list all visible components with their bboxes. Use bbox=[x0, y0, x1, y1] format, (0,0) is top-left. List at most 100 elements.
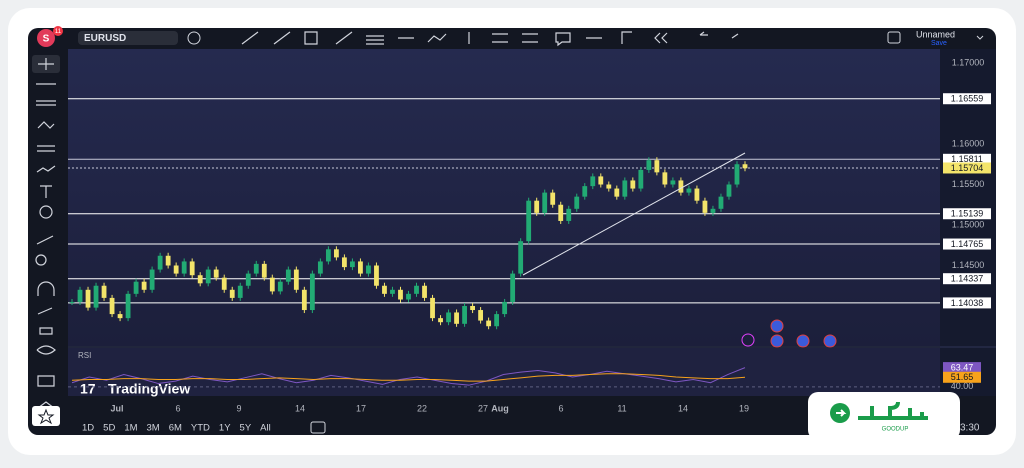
candle bbox=[333, 249, 339, 258]
candle bbox=[550, 192, 556, 205]
candle bbox=[261, 263, 267, 278]
candle bbox=[414, 285, 419, 294]
badge bbox=[53, 26, 63, 36]
timeframe-button[interactable]: 6M bbox=[169, 423, 182, 434]
logo-text: GOODUP bbox=[882, 427, 909, 433]
candle bbox=[670, 180, 676, 185]
y-tick-label: 1.14500 bbox=[952, 260, 985, 270]
level-label: 1.16559 bbox=[951, 94, 984, 104]
x-tick-label: Aug bbox=[491, 403, 509, 413]
candle bbox=[245, 273, 251, 286]
candle bbox=[181, 261, 187, 274]
candle bbox=[325, 249, 331, 262]
timeframe-button[interactable]: 5Y bbox=[240, 423, 252, 434]
candle bbox=[141, 281, 147, 290]
candle bbox=[149, 269, 155, 290]
rsi-tick-label: 40.00 bbox=[951, 381, 974, 391]
candle bbox=[662, 172, 668, 185]
timeframe-button[interactable]: 1M bbox=[124, 423, 137, 434]
left-tools bbox=[35, 58, 56, 415]
candle bbox=[109, 297, 115, 315]
candle bbox=[406, 293, 411, 300]
candle bbox=[694, 188, 700, 201]
watermark-logo: 17 bbox=[80, 381, 96, 397]
date-range-icon[interactable] bbox=[310, 421, 326, 434]
x-tick-label: 11 bbox=[617, 403, 626, 413]
level-label: 1.14038 bbox=[951, 298, 984, 308]
candle bbox=[542, 192, 548, 213]
candle bbox=[582, 186, 588, 197]
candle bbox=[630, 180, 636, 189]
candle bbox=[350, 261, 355, 268]
candle bbox=[229, 289, 235, 298]
add-symbol[interactable] bbox=[187, 31, 201, 45]
candle bbox=[133, 281, 139, 294]
x-tick-label: 17 bbox=[356, 403, 366, 413]
level-label-box bbox=[943, 153, 991, 165]
level-label: 1.15704 bbox=[951, 163, 984, 173]
candle bbox=[221, 277, 227, 290]
candle bbox=[638, 169, 644, 189]
candle bbox=[197, 275, 203, 284]
level-label: 1.15811 bbox=[951, 154, 983, 164]
candle bbox=[77, 289, 83, 302]
candle bbox=[718, 196, 724, 209]
candle bbox=[269, 277, 275, 292]
candle bbox=[622, 180, 628, 197]
symbol-box[interactable] bbox=[78, 31, 178, 45]
candle bbox=[390, 289, 395, 294]
candle bbox=[285, 269, 291, 282]
candle bbox=[702, 200, 708, 213]
candle bbox=[526, 200, 532, 242]
timeframe-button[interactable]: All bbox=[260, 423, 271, 434]
candle bbox=[678, 180, 684, 193]
level-label-box bbox=[943, 297, 991, 309]
candle bbox=[566, 208, 572, 221]
candle bbox=[317, 261, 323, 274]
price-axis bbox=[940, 49, 996, 396]
candle bbox=[157, 255, 163, 270]
candle bbox=[486, 320, 492, 327]
candle bbox=[710, 208, 716, 213]
candle bbox=[726, 184, 732, 197]
y-tick-label: 1.16000 bbox=[952, 138, 985, 148]
candle bbox=[69, 301, 75, 303]
star-button[interactable] bbox=[32, 406, 60, 426]
save-label[interactable]: Save bbox=[931, 40, 947, 47]
candle bbox=[590, 176, 596, 187]
clock: 3:30 bbox=[960, 423, 980, 434]
timeframe-button[interactable]: 3M bbox=[147, 423, 160, 434]
candle bbox=[293, 269, 299, 290]
x-tick-label: 9 bbox=[236, 403, 241, 413]
layout-icon[interactable] bbox=[887, 31, 901, 44]
candle bbox=[165, 255, 171, 266]
menu-arrow[interactable] bbox=[976, 35, 984, 40]
candle bbox=[462, 305, 467, 324]
level-label-box bbox=[943, 162, 991, 174]
chart-pane bbox=[68, 49, 940, 346]
logo-arrow bbox=[836, 409, 847, 417]
timeframe-button[interactable]: 1Y bbox=[219, 423, 231, 434]
candle bbox=[398, 289, 403, 300]
y-tick-label: 1.15500 bbox=[952, 179, 985, 189]
avatar[interactable] bbox=[37, 29, 55, 47]
x-tick-label: 14 bbox=[295, 403, 305, 413]
timeframe-button[interactable]: 5D bbox=[103, 423, 115, 434]
candle bbox=[574, 196, 580, 209]
rsi-value-box bbox=[943, 362, 981, 374]
candle bbox=[646, 160, 652, 170]
level-label-box bbox=[943, 273, 991, 285]
x-tick-label: 19 bbox=[739, 403, 749, 413]
candle bbox=[470, 305, 475, 311]
rsi-label: RSI bbox=[78, 351, 91, 360]
candle bbox=[101, 285, 107, 298]
candle bbox=[734, 164, 740, 185]
candle bbox=[510, 273, 516, 302]
timeframe-button[interactable]: YTD bbox=[191, 423, 210, 434]
event-icons bbox=[741, 319, 837, 348]
layout-name: Unnamed bbox=[916, 29, 955, 39]
timeframe-button[interactable]: 1D bbox=[82, 423, 94, 434]
candle bbox=[654, 160, 660, 173]
x-tick-label: 27 bbox=[478, 403, 488, 413]
